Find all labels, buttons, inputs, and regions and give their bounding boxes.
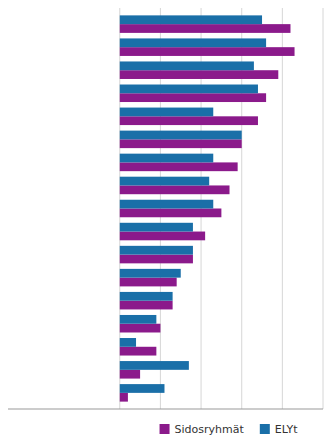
bar (120, 185, 230, 194)
bar (120, 70, 279, 79)
bar (120, 116, 258, 125)
legend-swatch (160, 424, 170, 434)
bar (120, 131, 242, 140)
bar (120, 301, 173, 310)
bar (120, 47, 295, 56)
bar (120, 246, 193, 255)
x-axis-line (8, 409, 323, 410)
bar (120, 269, 181, 278)
bar (120, 223, 193, 232)
grid-line (282, 8, 283, 409)
legend-label: Sidosryhmät (175, 423, 245, 436)
bar (120, 347, 157, 356)
bar (120, 292, 173, 301)
grid-line (323, 8, 324, 409)
legend-label: ELYt (275, 423, 298, 436)
bar (120, 24, 291, 33)
bar (120, 315, 157, 324)
bars (120, 15, 295, 401)
bar (120, 38, 266, 47)
bar (120, 393, 128, 402)
bar (120, 93, 266, 102)
bar (120, 209, 222, 218)
bar (120, 361, 189, 370)
bar (120, 162, 238, 171)
bar (120, 177, 209, 186)
bar (120, 324, 161, 333)
grid (120, 8, 323, 409)
bar (120, 15, 262, 24)
chart: Sidosryhmät ELYt (0, 0, 331, 443)
legend-swatch (260, 424, 270, 434)
bar (120, 61, 254, 70)
bar (120, 139, 242, 148)
bar (120, 200, 213, 209)
bar (120, 255, 193, 264)
bar (120, 384, 165, 393)
bar (120, 278, 177, 287)
bar (120, 370, 140, 379)
bar (120, 154, 213, 163)
bar (120, 85, 258, 94)
bar (120, 108, 213, 117)
bar (120, 232, 205, 241)
legend: Sidosryhmät ELYt (160, 423, 299, 436)
bar (120, 338, 136, 347)
